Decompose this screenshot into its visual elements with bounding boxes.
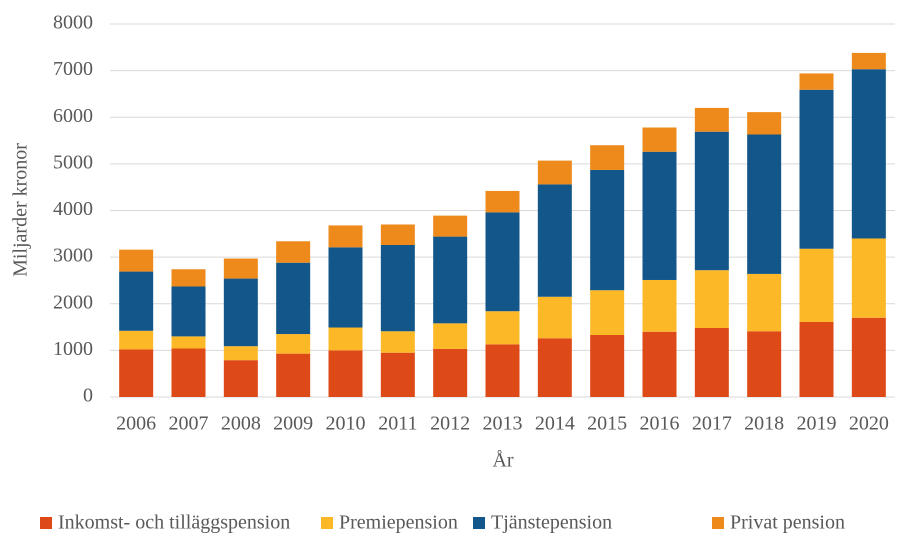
x-tick-label: 2019: [797, 413, 837, 435]
bar-segment: [223, 258, 258, 279]
bar-segment: [799, 248, 834, 322]
bar-segment: [590, 145, 625, 170]
x-tick-label: 2010: [326, 413, 366, 435]
bar-segment: [694, 107, 729, 132]
bar-segment: [747, 273, 782, 332]
bar-segment: [328, 247, 363, 328]
bar-segment: [747, 112, 782, 135]
legend-label: Privat pension: [730, 512, 845, 534]
x-tick-label: 2020: [849, 413, 889, 435]
x-tick-label: 2015: [587, 413, 627, 435]
bar-segment: [119, 249, 154, 272]
bar-segment: [747, 331, 782, 397]
bar-segment: [223, 360, 258, 397]
bar-segment: [433, 236, 468, 324]
y-tick-label: 4000: [53, 198, 93, 220]
bar-segment: [485, 311, 520, 345]
bar-segment: [851, 69, 886, 239]
x-tick-label: 2014: [535, 413, 575, 435]
bar-segment: [276, 353, 311, 397]
y-tick-label: 7000: [53, 58, 93, 80]
y-tick-label: 6000: [53, 105, 93, 127]
bar-segment: [171, 336, 206, 349]
x-axis-label: År: [492, 450, 513, 472]
x-tick-label: 2011: [378, 413, 417, 435]
x-tick-label: 2016: [640, 413, 680, 435]
bar-segment: [433, 215, 468, 237]
bar-segment: [851, 317, 886, 397]
bar-segment: [119, 349, 154, 397]
bar-segment: [642, 279, 677, 332]
y-tick-label: 0: [83, 385, 93, 407]
bar-segment: [485, 190, 520, 213]
bar-segment: [328, 327, 363, 351]
y-axis-label: Miljarder kronor: [10, 143, 32, 277]
bar-segment: [694, 327, 729, 397]
bar-segment: [119, 271, 154, 331]
bar-segment: [537, 296, 572, 339]
bar-segment: [642, 331, 677, 397]
bar-segment: [171, 269, 206, 287]
legend-label: Tjänstepension: [491, 512, 612, 534]
bar-segment: [328, 225, 363, 248]
x-tick-label: 2018: [744, 413, 784, 435]
bar-segment: [537, 184, 572, 297]
bar-segment: [119, 330, 154, 350]
bar-segment: [276, 241, 311, 263]
bar-segment: [485, 212, 520, 312]
bar-segment: [223, 278, 258, 347]
bar-segment: [590, 290, 625, 335]
bar-segment: [276, 334, 311, 354]
bar-segment: [171, 286, 206, 337]
y-tick-label: 3000: [53, 245, 93, 267]
bar-segment: [799, 73, 834, 90]
y-tick-label: 2000: [53, 291, 93, 313]
bar-segment: [328, 350, 363, 397]
bar-segment: [799, 321, 834, 397]
legend-label: Inkomst- och tilläggspension: [58, 512, 290, 534]
legend-swatch: [712, 517, 724, 529]
bar-segment: [590, 169, 625, 291]
x-tick-label: 2006: [116, 413, 156, 435]
bar-segment: [537, 338, 572, 397]
y-tick-label: 1000: [53, 338, 93, 360]
bar-segment: [171, 348, 206, 397]
bar-segment: [223, 346, 258, 361]
bar-segment: [433, 348, 468, 397]
bar-segment: [799, 89, 834, 249]
legend-label: Premiepension: [339, 512, 458, 534]
bar-segment: [537, 160, 572, 185]
bar-segment: [380, 245, 415, 332]
bar-segment: [694, 270, 729, 328]
x-tick-label: 2012: [430, 413, 470, 435]
y-tick-label: 8000: [53, 12, 93, 34]
bar-segment: [642, 127, 677, 152]
legend-swatch: [473, 517, 485, 529]
bar-segment: [851, 52, 886, 70]
legend-swatch: [40, 517, 52, 529]
x-tick-label: 2008: [221, 413, 261, 435]
bar-segment: [380, 331, 415, 353]
bar-segment: [694, 131, 729, 271]
x-tick-label: 2017: [692, 413, 732, 435]
bar-segment: [380, 224, 415, 246]
bar-segment: [590, 334, 625, 397]
y-tick-label: 5000: [53, 151, 93, 173]
bar-segment: [851, 238, 886, 318]
bar-segment: [747, 134, 782, 274]
bar-segment: [276, 262, 311, 335]
bar-segment: [642, 151, 677, 280]
x-tick-label: 2007: [169, 413, 209, 435]
legend-swatch: [321, 517, 333, 529]
bar-segment: [433, 323, 468, 349]
x-tick-label: 2009: [273, 413, 313, 435]
x-tick-label: 2013: [483, 413, 523, 435]
bar-segment: [380, 352, 415, 397]
bar-segment: [485, 344, 520, 397]
